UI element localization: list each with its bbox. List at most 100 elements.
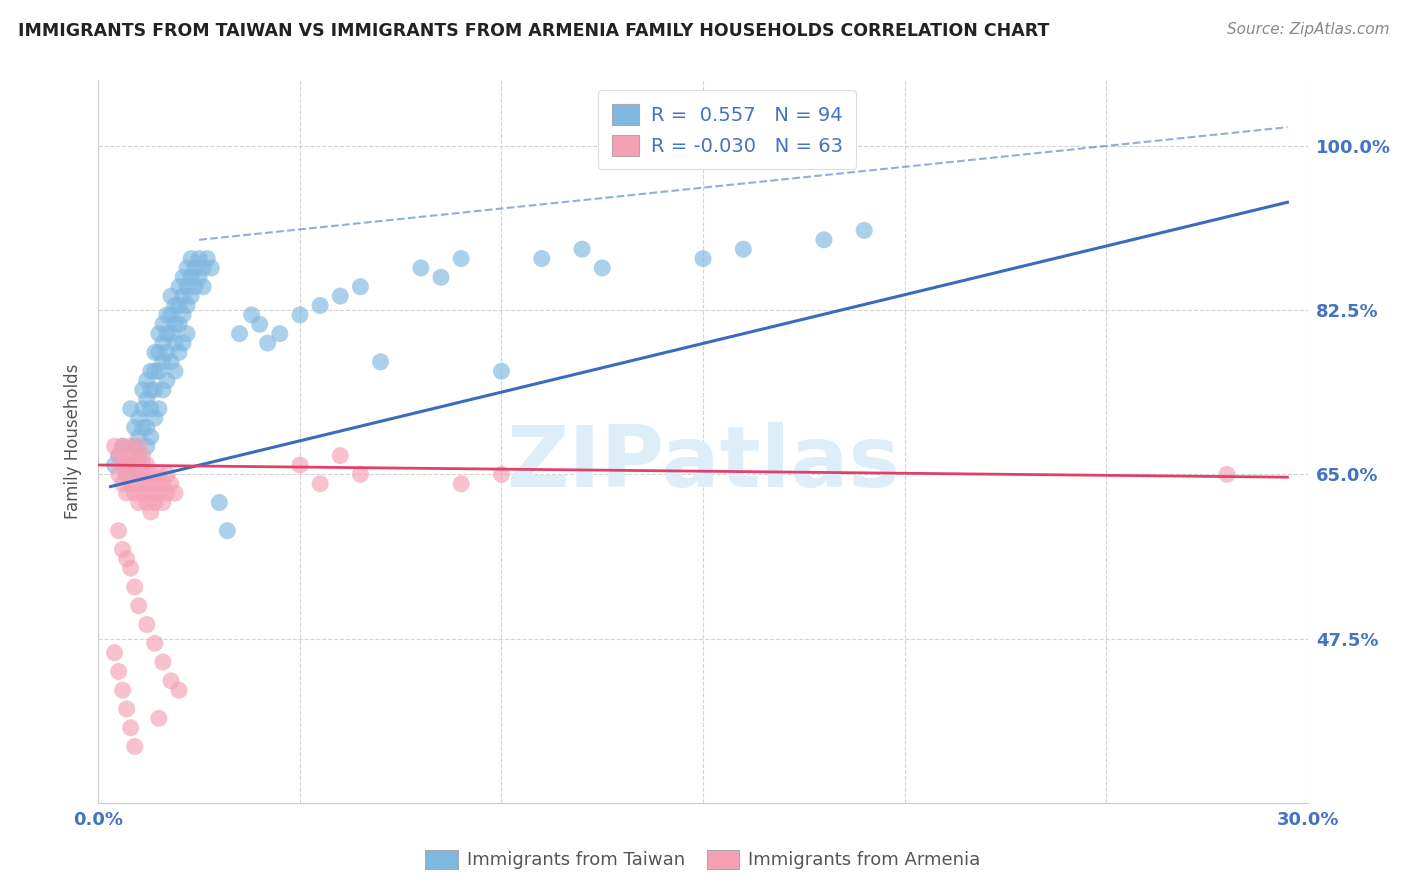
Point <box>111 439 134 453</box>
Point <box>160 673 183 688</box>
Text: Source: ZipAtlas.com: Source: ZipAtlas.com <box>1226 22 1389 37</box>
Point <box>152 476 174 491</box>
Point <box>115 449 138 463</box>
Point <box>349 279 371 293</box>
Point <box>148 326 170 341</box>
Point <box>156 374 179 388</box>
Point <box>256 336 278 351</box>
Point <box>450 476 472 491</box>
Point <box>128 599 150 613</box>
Point <box>139 505 162 519</box>
Point <box>148 364 170 378</box>
Point <box>124 449 146 463</box>
Point <box>132 486 155 500</box>
Point <box>128 449 150 463</box>
Legend: Immigrants from Taiwan, Immigrants from Armenia: Immigrants from Taiwan, Immigrants from … <box>416 841 990 879</box>
Point <box>115 467 138 482</box>
Point <box>120 476 142 491</box>
Point <box>132 467 155 482</box>
Point <box>128 411 150 425</box>
Point <box>491 467 513 482</box>
Point <box>107 524 129 538</box>
Point <box>135 374 157 388</box>
Point <box>124 420 146 434</box>
Point <box>148 711 170 725</box>
Point <box>329 289 352 303</box>
Point <box>167 318 190 332</box>
Point <box>132 449 155 463</box>
Point <box>160 476 183 491</box>
Point <box>111 439 134 453</box>
Point <box>128 458 150 472</box>
Point <box>128 439 150 453</box>
Point <box>163 364 186 378</box>
Legend: R =  0.557   N = 94, R = -0.030   N = 63: R = 0.557 N = 94, R = -0.030 N = 63 <box>598 90 856 169</box>
Point <box>111 542 134 557</box>
Point <box>200 260 222 275</box>
Point <box>132 401 155 416</box>
Point <box>193 260 215 275</box>
Point <box>180 270 202 285</box>
Point <box>228 326 250 341</box>
Point <box>143 476 166 491</box>
Point <box>139 430 162 444</box>
Point <box>139 401 162 416</box>
Point <box>135 495 157 509</box>
Point <box>135 420 157 434</box>
Point <box>309 298 332 312</box>
Point <box>120 401 142 416</box>
Point <box>152 655 174 669</box>
Point <box>160 355 183 369</box>
Point <box>176 279 198 293</box>
Point <box>111 683 134 698</box>
Point <box>107 449 129 463</box>
Point <box>163 486 186 500</box>
Y-axis label: Family Households: Family Households <box>65 364 83 519</box>
Point <box>172 270 194 285</box>
Point <box>152 495 174 509</box>
Point <box>156 467 179 482</box>
Point <box>409 260 432 275</box>
Point <box>103 439 125 453</box>
Point <box>124 439 146 453</box>
Point <box>163 336 186 351</box>
Point <box>143 345 166 359</box>
Point <box>115 551 138 566</box>
Text: ZIPatlas: ZIPatlas <box>506 422 900 505</box>
Point <box>135 439 157 453</box>
Point <box>135 476 157 491</box>
Point <box>120 458 142 472</box>
Point <box>115 467 138 482</box>
Point <box>152 383 174 397</box>
Point <box>167 683 190 698</box>
Point <box>143 636 166 650</box>
Point <box>107 467 129 482</box>
Point <box>188 270 211 285</box>
Point <box>193 279 215 293</box>
Point <box>853 223 876 237</box>
Point <box>135 458 157 472</box>
Point <box>240 308 263 322</box>
Point <box>120 458 142 472</box>
Point <box>120 439 142 453</box>
Point <box>208 495 231 509</box>
Point <box>184 279 207 293</box>
Point <box>107 449 129 463</box>
Point <box>329 449 352 463</box>
Point <box>349 467 371 482</box>
Point <box>249 318 271 332</box>
Point <box>120 561 142 575</box>
Point <box>156 326 179 341</box>
Point <box>733 242 755 256</box>
Point <box>139 364 162 378</box>
Point <box>132 383 155 397</box>
Point <box>163 298 186 312</box>
Point <box>156 345 179 359</box>
Point <box>530 252 553 266</box>
Point <box>115 486 138 500</box>
Point <box>135 617 157 632</box>
Point <box>195 252 218 266</box>
Point <box>160 308 183 322</box>
Point <box>148 486 170 500</box>
Point <box>813 233 835 247</box>
